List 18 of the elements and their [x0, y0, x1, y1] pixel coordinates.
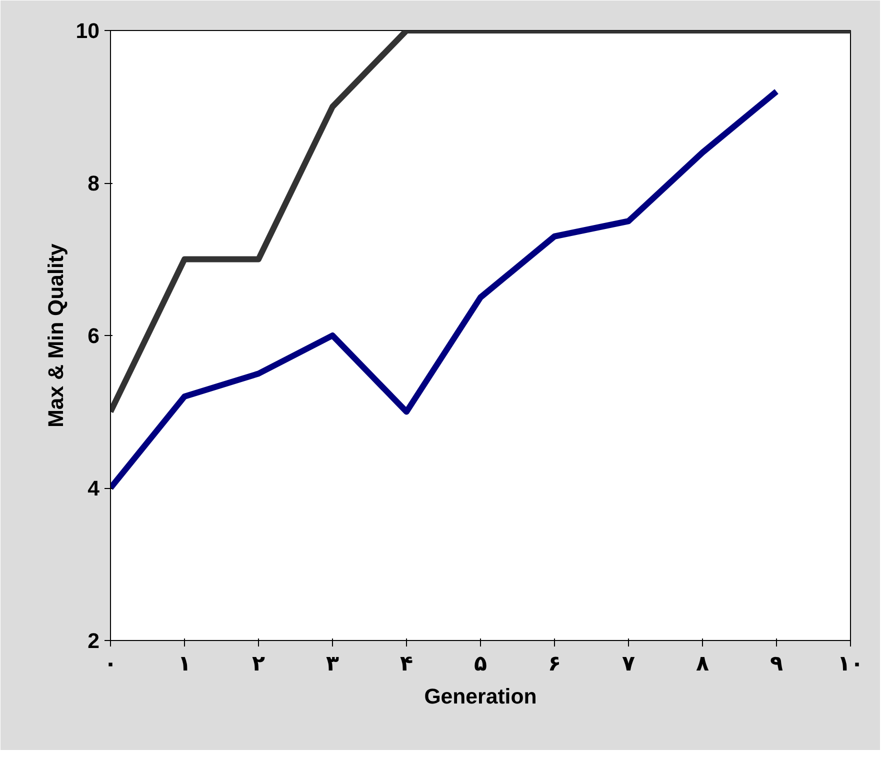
x-tick-label: ۰ — [104, 652, 118, 676]
x-tick-label: ۴ — [400, 652, 414, 676]
y-tick-label: 2 — [88, 629, 100, 653]
x-tick-label: ۶ — [548, 652, 562, 676]
y-tick-label: 8 — [88, 172, 100, 196]
y-tick-label: 6 — [88, 324, 100, 348]
x-tick-label: ۳ — [326, 652, 340, 676]
y-axis-title: Max & Min Quality — [44, 244, 68, 428]
y-tick-label: 4 — [88, 476, 100, 500]
x-tick-label: ۸ — [696, 652, 710, 676]
x-axis-title: Generation — [424, 684, 537, 708]
x-tick-label: ۹ — [770, 652, 784, 676]
x-tick-label: ۵ — [474, 652, 488, 676]
y-tick-label: 10 — [76, 19, 100, 43]
x-tick-label: ۷ — [622, 652, 636, 676]
x-tick-label: ۱۰ — [837, 652, 864, 676]
x-tick-label: ۱ — [178, 652, 192, 676]
x-tick-label: ۲ — [252, 652, 266, 676]
